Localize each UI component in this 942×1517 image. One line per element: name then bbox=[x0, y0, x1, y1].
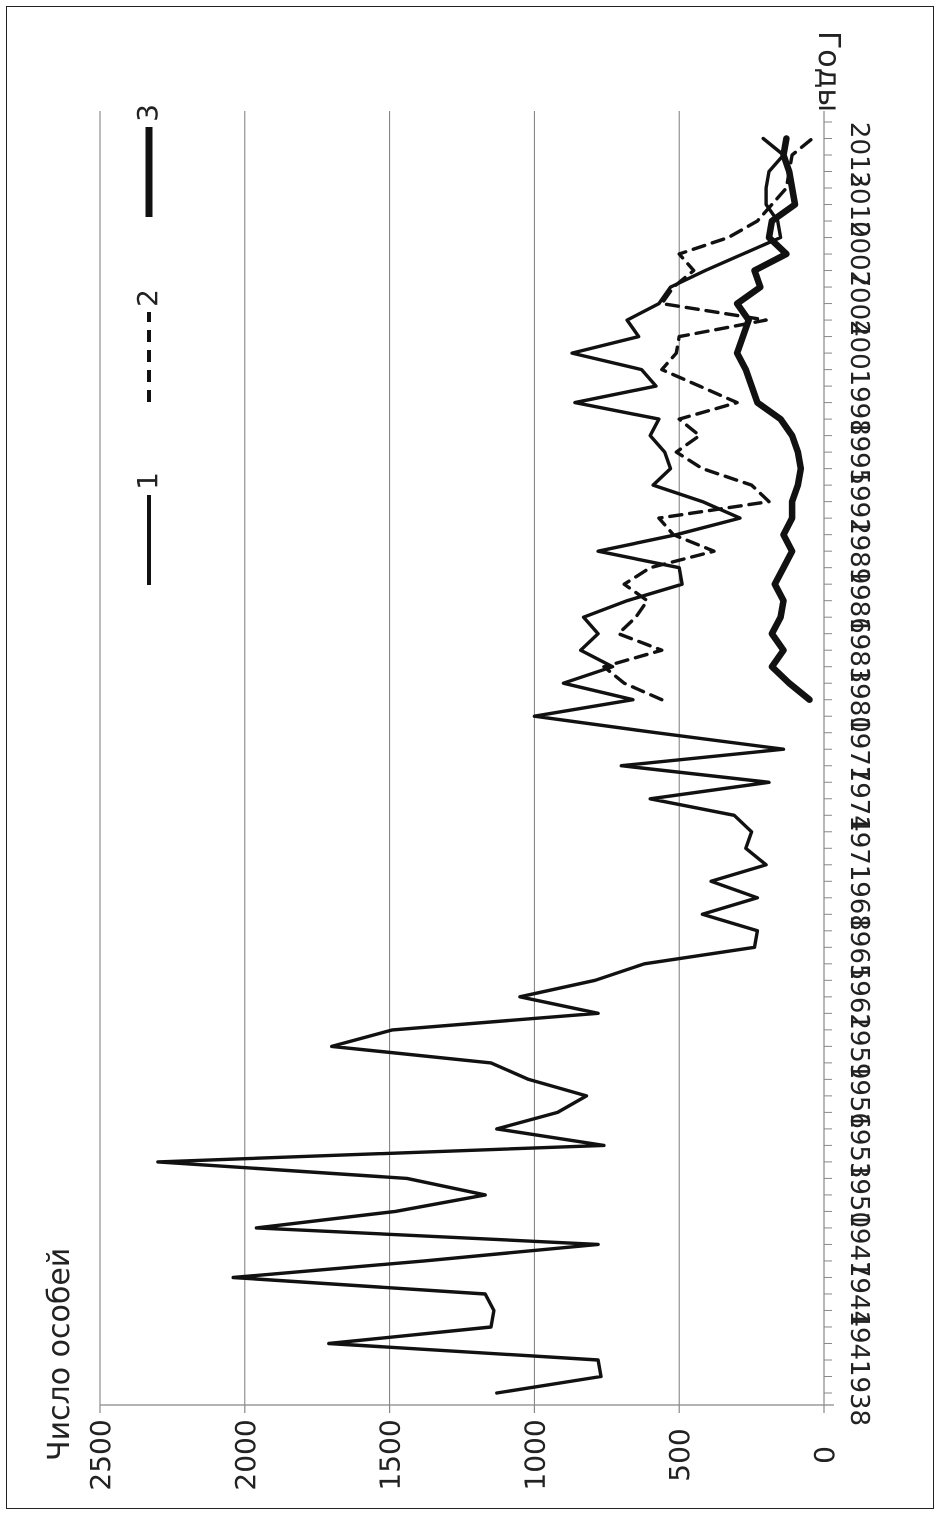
legend: 1 2 3 bbox=[131, 104, 164, 585]
x-tick-label: 1962 bbox=[844, 964, 874, 1030]
y-tick-label: 2500 bbox=[84, 1419, 117, 1490]
x-tick-label: 1998 bbox=[844, 370, 874, 436]
x-tick-label: 1953 bbox=[844, 1112, 874, 1178]
x-tick-label: 1938 bbox=[844, 1360, 874, 1426]
y-tick-label: 0 bbox=[808, 1446, 841, 1464]
x-tick-label: 1989 bbox=[844, 518, 874, 584]
gridlines bbox=[99, 111, 680, 1405]
x-tick-label: 2007 bbox=[844, 221, 874, 287]
x-tick-label: 1956 bbox=[844, 1063, 874, 1129]
x-tick-label: 2001 bbox=[844, 320, 874, 386]
x-tick-label: 1977 bbox=[844, 716, 874, 782]
x-tick-label: 1992 bbox=[844, 469, 874, 535]
x-tick-label: 1965 bbox=[844, 914, 874, 980]
axes bbox=[99, 111, 834, 1413]
legend-label-1: 1 bbox=[131, 472, 164, 490]
line-chart: 0 500 1000 1500 2000 2500 19381941194419471950… bbox=[42, 31, 874, 1491]
x-tick-label: 1995 bbox=[844, 419, 874, 485]
tick-labels: 0 500 1000 1500 2000 2500 19381941194419471950… bbox=[84, 122, 874, 1491]
axis-titles: Число особей Годы bbox=[42, 31, 846, 1461]
y-tick-label: 500 bbox=[663, 1428, 696, 1481]
x-tick-label: 1986 bbox=[844, 568, 874, 634]
x-tick-label: 2010 bbox=[844, 171, 874, 237]
series-line-1 bbox=[156, 136, 786, 1395]
x-tick-label: 1971 bbox=[844, 815, 874, 881]
chart-frame: 0 500 1000 1500 2000 2500 1938 1941 1944 1947 1950… bbox=[6, 6, 934, 1509]
x-tick-label: 1983 bbox=[844, 617, 874, 683]
series-line-2 bbox=[602, 136, 815, 702]
series-lines bbox=[156, 135, 815, 1395]
y-tick-label: 2000 bbox=[229, 1419, 262, 1490]
x-tick-label: 1947 bbox=[844, 1211, 874, 1277]
x-tick-label: 1959 bbox=[844, 1013, 874, 1079]
y-tick-label: 1500 bbox=[374, 1419, 407, 1490]
x-tick-label: 1968 bbox=[844, 865, 874, 931]
x-axis-title: Годы bbox=[811, 31, 846, 112]
legend-label-2: 2 bbox=[131, 289, 164, 307]
x-tick-label: 1941 bbox=[844, 1310, 874, 1376]
x-tick-label: 1980 bbox=[844, 667, 874, 733]
y-axis-title: Число особей bbox=[42, 1248, 77, 1461]
x-tick-label: 1974 bbox=[844, 766, 874, 832]
x-tick-label: 2004 bbox=[844, 270, 874, 336]
series-line-3 bbox=[733, 135, 813, 703]
y-tick-label: 1000 bbox=[518, 1419, 551, 1490]
legend-label-3: 3 bbox=[131, 104, 164, 122]
x-tick-label: 1950 bbox=[844, 1162, 874, 1228]
x-tick-label: 1944 bbox=[844, 1261, 874, 1327]
x-tick-label: 2013 bbox=[844, 122, 874, 188]
